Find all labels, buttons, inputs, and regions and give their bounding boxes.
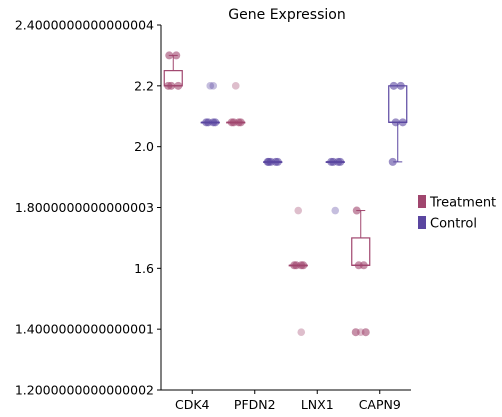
- plot-area: [163, 51, 408, 337]
- x-tick-label: LNX1: [301, 397, 334, 412]
- box-group: [325, 157, 345, 215]
- legend-swatch: [418, 216, 426, 229]
- data-point: [164, 81, 173, 90]
- data-point: [165, 51, 174, 60]
- legend-swatch: [418, 195, 426, 208]
- data-point: [398, 118, 407, 127]
- box-group: [263, 157, 283, 166]
- data-point: [389, 81, 398, 90]
- outlier-point: [209, 82, 218, 90]
- y-tick-label: 2.2: [134, 78, 154, 93]
- data-point: [174, 81, 183, 90]
- box-group: [388, 81, 408, 166]
- data-point: [229, 118, 238, 127]
- box-group: [226, 82, 246, 127]
- x-tick-label: CDK4: [175, 397, 210, 412]
- data-point: [292, 261, 301, 270]
- box-group: [351, 206, 371, 337]
- data-point: [336, 157, 345, 166]
- data-point: [172, 51, 181, 60]
- y-tick-label: 1.6: [134, 261, 154, 276]
- outlier-point: [231, 82, 240, 90]
- legend-label: Treatment: [429, 196, 496, 211]
- y-tick-label: 1.8000000000000003: [15, 200, 154, 215]
- outlier-point: [331, 206, 340, 215]
- box-group: [200, 82, 220, 127]
- data-point: [329, 157, 338, 166]
- box: [388, 85, 408, 123]
- data-point: [273, 157, 282, 166]
- box: [351, 237, 371, 266]
- data-point: [204, 118, 213, 127]
- data-point: [351, 328, 360, 337]
- y-tick-label: 1.4000000000000001: [15, 322, 154, 337]
- data-point: [236, 118, 245, 127]
- outlier-point: [294, 206, 303, 215]
- x-axis: CDK4 PFDN2 LNX1 CAPN9: [161, 389, 411, 412]
- outlier-point: [356, 328, 365, 337]
- data-point: [354, 261, 363, 270]
- legend-label: Control: [430, 217, 477, 232]
- data-point: [299, 261, 308, 270]
- data-point: [388, 157, 397, 166]
- box-group: [288, 206, 308, 337]
- data-point: [211, 118, 220, 127]
- data-point: [361, 328, 370, 337]
- data-point: [391, 118, 400, 127]
- outlier-point: [206, 82, 215, 90]
- x-tick-label: CAPN9: [359, 397, 401, 412]
- y-tick-label: 1.2000000000000002: [15, 383, 154, 398]
- data-point: [352, 206, 361, 215]
- data-point: [396, 81, 405, 90]
- y-axis: 1.2000000000000002 1.4000000000000001 1.6 1…: [15, 18, 162, 398]
- legend: Treatment Control: [418, 195, 496, 232]
- y-tick-label: 2.4000000000000004: [15, 18, 154, 33]
- x-tick-label: PFDN2: [234, 397, 276, 412]
- outlier-point: [297, 328, 306, 337]
- box-group: [163, 51, 183, 90]
- chart-title: Gene Expression: [228, 7, 345, 23]
- data-point: [263, 157, 272, 166]
- y-tick-label: 2.0: [134, 139, 154, 154]
